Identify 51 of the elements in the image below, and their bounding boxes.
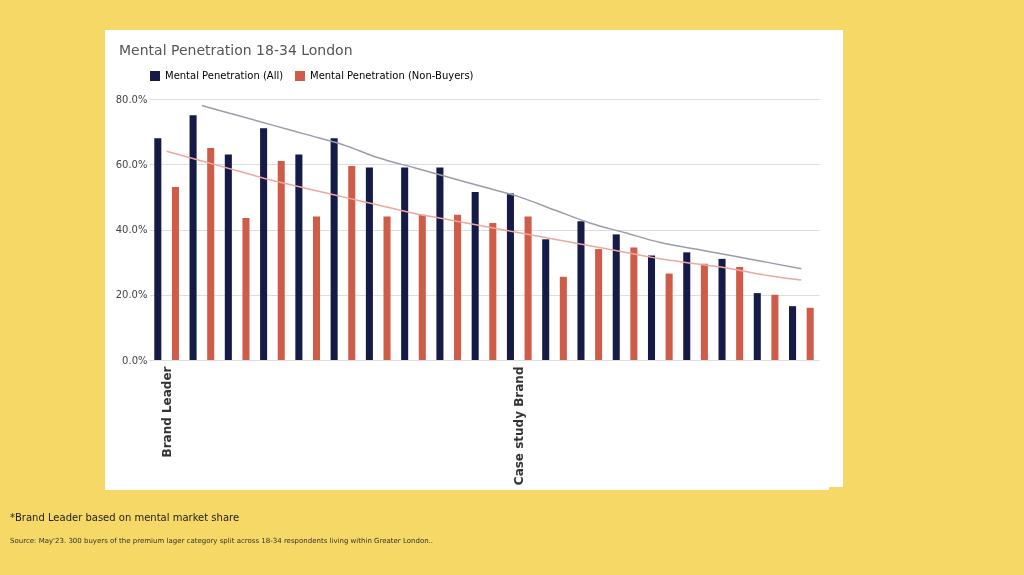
- bar: [348, 165, 356, 360]
- bar: [542, 239, 550, 360]
- y-tick-label: 20.0%: [115, 289, 148, 301]
- bar: [189, 115, 197, 360]
- y-tick-label: 0.0%: [122, 354, 148, 366]
- bar: [260, 128, 268, 360]
- bar: [771, 294, 779, 360]
- bar: [577, 221, 585, 360]
- bar: [700, 263, 708, 360]
- bar: [489, 222, 497, 360]
- y-tick-label: 40.0%: [115, 224, 148, 235]
- y-tick-label: 80.0%: [115, 93, 148, 105]
- bar: [524, 216, 532, 360]
- legend-label: Mental Penetration (Non-Buyers): [310, 70, 474, 81]
- line-series: [201, 104, 803, 270]
- bar: [665, 273, 673, 360]
- bar: [207, 147, 215, 360]
- bar: [806, 307, 814, 360]
- bar: [418, 214, 426, 360]
- bar: [630, 247, 638, 360]
- bar: [330, 138, 338, 360]
- bar: [154, 138, 162, 360]
- bar: [277, 160, 285, 360]
- bar: [506, 193, 514, 360]
- bar: [718, 258, 726, 360]
- bar: [612, 234, 620, 360]
- bar: [683, 252, 691, 360]
- bar: [454, 214, 462, 360]
- x-tick-label: Case study Brand: [512, 366, 527, 486]
- bar: [383, 216, 391, 360]
- bar: [224, 154, 232, 360]
- line-series: [165, 150, 803, 281]
- bar: [312, 216, 321, 360]
- bar: [436, 167, 444, 360]
- legend-label: Mental Penetration (All): [165, 70, 284, 81]
- bar: [559, 276, 567, 360]
- bar: [295, 154, 303, 360]
- bar: [753, 293, 761, 360]
- text: *Brand Leader based on mental market share: [10, 512, 240, 523]
- bar: [789, 306, 797, 360]
- chart-title: Mental Penetration 18-34 London: [119, 42, 353, 58]
- bar: [471, 191, 479, 360]
- bar: [736, 267, 744, 360]
- y-tick-label: 60.0%: [115, 158, 148, 170]
- bar: [242, 218, 250, 360]
- bar: [595, 249, 603, 360]
- bar: [171, 187, 179, 360]
- bar: [401, 167, 409, 360]
- x-tick-label: Brand Leader: [159, 366, 174, 458]
- bar: [647, 255, 656, 360]
- bar: [365, 167, 373, 360]
